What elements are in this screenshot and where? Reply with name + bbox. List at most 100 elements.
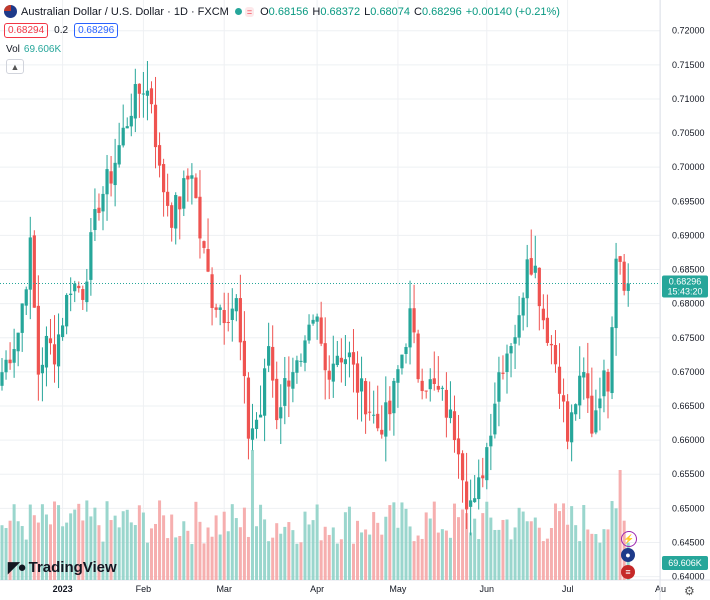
candle-body bbox=[89, 232, 93, 280]
candle-body bbox=[145, 90, 150, 96]
candle-body bbox=[178, 196, 182, 210]
candle-body bbox=[303, 340, 307, 363]
candle-body bbox=[339, 357, 343, 363]
candle-body bbox=[343, 359, 347, 365]
lightning-icon[interactable]: ⚡ bbox=[621, 531, 637, 547]
candle-body bbox=[0, 372, 4, 386]
candle-body bbox=[448, 409, 453, 419]
volume-bar bbox=[327, 534, 331, 580]
volume-bar bbox=[319, 540, 323, 580]
us-flag-icon[interactable]: ≡ bbox=[621, 565, 635, 579]
candle-body bbox=[222, 310, 226, 324]
volume-bar bbox=[53, 501, 57, 580]
volume-bar bbox=[424, 512, 428, 580]
volume-bar bbox=[525, 521, 529, 580]
close-value: 0.68296 bbox=[421, 5, 462, 18]
volume-bar bbox=[105, 501, 109, 580]
volume-bar bbox=[149, 528, 153, 580]
candle-body bbox=[465, 481, 469, 510]
candle-body bbox=[598, 398, 602, 409]
volume-bar bbox=[545, 538, 549, 580]
candle-body bbox=[586, 373, 590, 399]
volume-legend: Vol 69.606K bbox=[6, 44, 61, 55]
candle-body bbox=[436, 385, 440, 390]
volume-bar bbox=[614, 508, 618, 580]
candle-body bbox=[238, 298, 242, 343]
candle-body bbox=[101, 193, 105, 212]
volume-bar bbox=[16, 521, 20, 580]
candle-body bbox=[428, 379, 432, 390]
volume-bar bbox=[485, 501, 489, 580]
candle-body bbox=[327, 370, 331, 380]
volume-bar bbox=[384, 516, 388, 580]
volume-bar bbox=[408, 526, 412, 580]
candle-body bbox=[295, 360, 299, 373]
gear-icon[interactable]: ⚙ bbox=[684, 584, 695, 598]
y-tick-label: 0.71000 bbox=[672, 94, 705, 104]
volume-bar bbox=[400, 502, 404, 580]
candle-body bbox=[578, 375, 582, 406]
candle-body bbox=[404, 347, 408, 354]
volume-bar bbox=[97, 525, 101, 580]
y-tick-label: 0.70000 bbox=[672, 162, 705, 172]
x-tick-label: 2023 bbox=[53, 584, 73, 594]
y-tick-label: 0.66000 bbox=[672, 435, 705, 445]
buy-button[interactable]: 0.68296 bbox=[74, 23, 119, 38]
volume-bar bbox=[81, 520, 85, 580]
candle-body bbox=[473, 498, 477, 503]
x-tick-label: Mar bbox=[216, 584, 232, 594]
candle-body bbox=[198, 196, 202, 239]
volume-bar bbox=[473, 518, 477, 580]
candle-body bbox=[396, 369, 400, 383]
volume-bar bbox=[12, 504, 16, 580]
volume-bar bbox=[65, 522, 69, 580]
volume-bar bbox=[145, 542, 149, 580]
candle-body bbox=[424, 390, 428, 392]
volume-bar bbox=[392, 502, 396, 580]
volume-bar bbox=[331, 527, 335, 580]
candle-body bbox=[537, 267, 541, 307]
volume-bar bbox=[549, 528, 553, 580]
volume-tag bbox=[662, 556, 708, 570]
change-value: +0.00140 (+0.21%) bbox=[465, 5, 560, 18]
candle-body bbox=[125, 126, 129, 129]
au-flag-icon[interactable]: ● bbox=[621, 548, 635, 562]
sell-button[interactable]: 0.68294 bbox=[4, 23, 49, 38]
volume-bar bbox=[275, 523, 279, 580]
volume-bar bbox=[457, 517, 461, 580]
volume-bar bbox=[222, 511, 226, 580]
volume-bar bbox=[432, 501, 436, 580]
candle-body bbox=[460, 453, 465, 481]
volume-bar bbox=[497, 529, 501, 580]
candle-body bbox=[263, 368, 267, 416]
volume-bar bbox=[533, 517, 537, 580]
symbol-name[interactable]: Australian Dollar / U.S. Dollar · 1D · F… bbox=[21, 5, 229, 18]
candle-body bbox=[529, 258, 533, 275]
volume-value: 69.606K bbox=[23, 44, 62, 55]
candle-body bbox=[622, 261, 626, 291]
candle-body bbox=[32, 235, 36, 308]
candle-body bbox=[452, 411, 457, 441]
volume-bar bbox=[117, 527, 121, 580]
volume-bar bbox=[121, 511, 125, 580]
candle-body bbox=[582, 372, 586, 378]
candle-body bbox=[574, 404, 578, 415]
volume-bar bbox=[452, 503, 456, 580]
candle-body bbox=[214, 307, 218, 310]
candle-body bbox=[299, 360, 303, 362]
volume-bar bbox=[376, 522, 380, 580]
last-price-countdown: 15:43:20 bbox=[667, 286, 702, 296]
volume-bar bbox=[133, 525, 137, 580]
volume-bar bbox=[444, 530, 448, 580]
candle-body bbox=[36, 305, 40, 375]
volume-bar bbox=[582, 505, 586, 580]
candle-body bbox=[323, 343, 327, 371]
volume-tag-value: 69.606K bbox=[668, 558, 702, 568]
candle-body bbox=[594, 410, 598, 433]
candle-body bbox=[230, 308, 234, 320]
chevron-up-icon[interactable]: ▲ bbox=[6, 59, 24, 74]
candle-body bbox=[626, 283, 630, 291]
volume-bar bbox=[158, 500, 162, 580]
candle-body bbox=[444, 389, 448, 418]
